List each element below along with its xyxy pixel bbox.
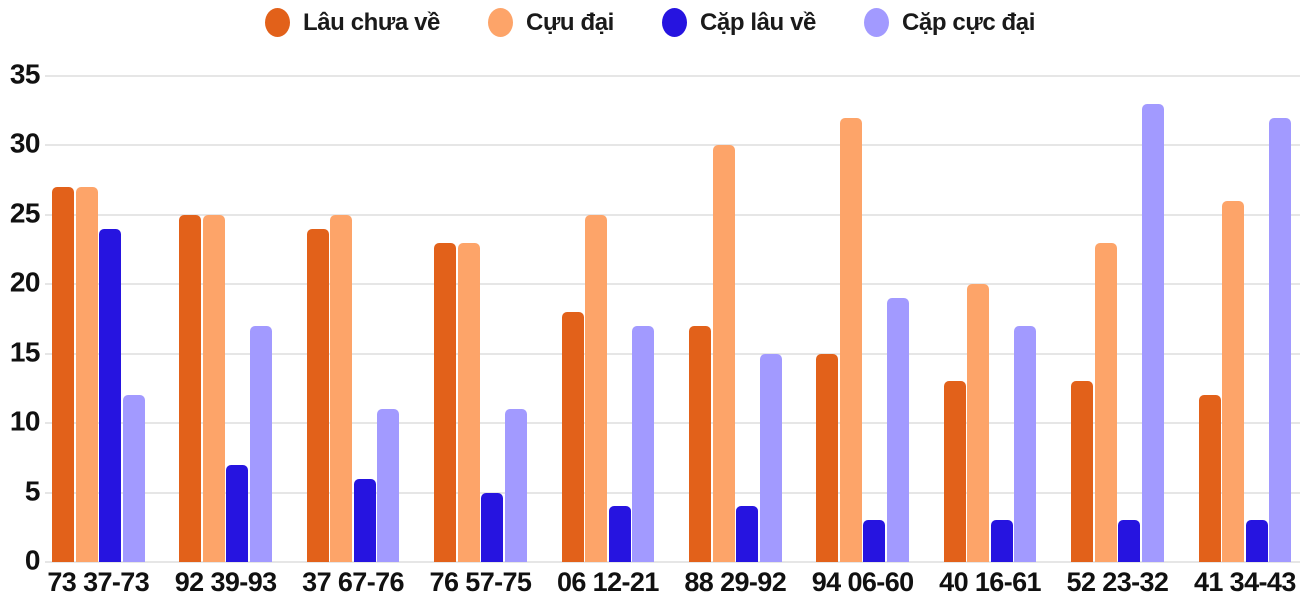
gridline — [45, 213, 1300, 216]
bar-series3-group9[interactable] — [1118, 520, 1141, 562]
y-axis-tick-label: 15 — [9, 336, 41, 368]
bar-series2-group8[interactable] — [967, 284, 990, 562]
bar-series1-group4[interactable] — [434, 242, 457, 562]
bar-series4-group5[interactable] — [632, 325, 655, 562]
y-axis-tick-label: 25 — [9, 197, 41, 229]
bar-series4-group8[interactable] — [1014, 325, 1037, 562]
bar-series3-group5[interactable] — [608, 506, 631, 562]
legend-item-3[interactable]: Cặp lâu về — [661, 8, 816, 37]
bar-series1-group8[interactable] — [943, 381, 966, 562]
bar-series1-group3[interactable] — [306, 228, 329, 562]
bar-series4-group1[interactable] — [122, 395, 145, 562]
legend-swatch-icon — [488, 8, 514, 37]
bar-series3-group1[interactable] — [99, 228, 121, 562]
bar-series2-group3[interactable] — [330, 214, 353, 562]
legend-item-2[interactable]: Cựu đại — [488, 8, 614, 37]
bar-series4-group3[interactable] — [377, 409, 400, 562]
y-axis-tick-label: 20 — [9, 267, 41, 299]
bar-series3-group7[interactable] — [863, 520, 886, 562]
x-axis-category-label: 52 23-32 — [1066, 567, 1169, 597]
gridline — [45, 144, 1300, 147]
x-axis-category-label: 73 37-73 — [47, 567, 150, 597]
gridline — [45, 352, 1300, 355]
bar-series1-group6[interactable] — [689, 325, 711, 562]
x-axis-category-label: 76 57-75 — [429, 567, 532, 597]
bar-series3-group3[interactable] — [353, 478, 376, 562]
bar-series3-group6[interactable] — [736, 506, 758, 562]
bar-series3-group2[interactable] — [226, 464, 249, 562]
bar-series4-group4[interactable] — [504, 409, 527, 562]
y-axis-tick-label: 30 — [9, 128, 41, 160]
legend-label: Cặp cực đại — [902, 8, 1036, 36]
legend-swatch-icon — [264, 8, 290, 37]
y-axis-tick-label: 0 — [24, 544, 41, 576]
bar-series4-group2[interactable] — [249, 325, 272, 562]
x-axis-category-label: 94 06-60 — [811, 567, 914, 597]
bar-series3-group4[interactable] — [481, 492, 504, 562]
bar-series4-group10[interactable] — [1269, 117, 1292, 562]
legend-label: Cặp lâu về — [699, 8, 816, 36]
gridline — [45, 491, 1300, 494]
bar-series2-group6[interactable] — [712, 145, 735, 562]
y-axis-tick-label: 35 — [9, 58, 41, 90]
chart-legend: Lâu chưa về Cựu đại Cặp lâu về Cặp cực đại — [0, 8, 1300, 37]
bar-series4-group9[interactable] — [1141, 103, 1164, 562]
bar-series2-group5[interactable] — [585, 214, 608, 562]
y-axis-tick-label: 5 — [24, 475, 41, 507]
bar-series4-group6[interactable] — [759, 353, 782, 562]
bar-series2-group1[interactable] — [75, 187, 98, 562]
gridline — [45, 283, 1300, 286]
bar-series2-group2[interactable] — [202, 214, 225, 562]
legend-item-4[interactable]: Cặp cực đại — [864, 8, 1035, 37]
x-axis-category-label: 92 39-93 — [174, 567, 277, 597]
bar-series3-group10[interactable] — [1245, 520, 1268, 562]
x-axis-category-label: 37 67-76 — [302, 567, 404, 597]
x-axis-category-label: 88 29-92 — [684, 567, 787, 597]
bar-series1-group7[interactable] — [816, 353, 839, 562]
bar-series2-group7[interactable] — [839, 117, 862, 562]
gridline — [45, 422, 1300, 425]
bar-series1-group1[interactable] — [52, 187, 74, 562]
gridline — [45, 561, 1300, 563]
bar-series2-group9[interactable] — [1094, 242, 1117, 562]
gridline — [45, 75, 1300, 77]
legend-label: Cựu đại — [526, 8, 614, 36]
legend-label: Lâu chưa về — [302, 8, 441, 36]
bar-series4-group7[interactable] — [886, 298, 909, 562]
legend-item-1[interactable]: Lâu chưa về — [264, 8, 441, 37]
bar-series3-group8[interactable] — [990, 520, 1013, 562]
bar-series1-group2[interactable] — [179, 214, 202, 562]
x-axis-category-label: 06 12-21 — [556, 567, 659, 597]
x-axis-category-label: 41 34-43 — [1193, 567, 1296, 597]
bar-series1-group5[interactable] — [561, 312, 584, 562]
bar-series1-group10[interactable] — [1198, 395, 1221, 562]
legend-swatch-icon — [661, 8, 687, 37]
legend-swatch-icon — [864, 8, 889, 37]
y-axis-tick-label: 10 — [9, 405, 41, 437]
bar-series2-group10[interactable] — [1222, 200, 1245, 562]
x-axis-category-label: 40 16-61 — [939, 567, 1041, 597]
bar-series1-group9[interactable] — [1071, 381, 1094, 562]
bar-series2-group4[interactable] — [457, 242, 480, 562]
